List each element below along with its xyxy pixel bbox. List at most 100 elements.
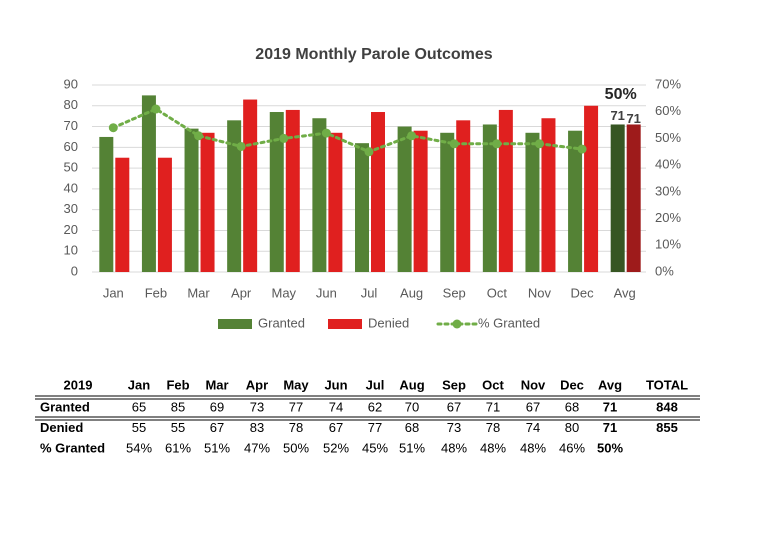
table-cell: 67 bbox=[526, 399, 540, 414]
x-tick-label: Avg bbox=[614, 285, 636, 300]
table-cell: 855 bbox=[656, 420, 678, 435]
y2-tick-label: 30% bbox=[655, 183, 681, 198]
table-cell: 48% bbox=[480, 440, 506, 455]
table-cell: 51% bbox=[204, 440, 230, 455]
bar bbox=[227, 120, 242, 272]
bar bbox=[568, 130, 583, 272]
x-tick-label: Jan bbox=[103, 285, 124, 300]
table-cell: 67 bbox=[210, 420, 224, 435]
table-cell: 50% bbox=[283, 440, 309, 455]
line-marker bbox=[236, 141, 246, 151]
table-cell: 50% bbox=[597, 440, 623, 455]
table-cell: 80 bbox=[565, 420, 579, 435]
bar bbox=[200, 132, 215, 272]
y-tick-label: 20 bbox=[64, 222, 78, 237]
bar bbox=[328, 132, 343, 272]
x-tick-label: Jul bbox=[361, 285, 378, 300]
table-header: 2019 bbox=[64, 377, 93, 392]
bar bbox=[610, 124, 625, 272]
table-cell: 78 bbox=[289, 420, 303, 435]
table-header: Jun bbox=[324, 377, 347, 392]
y-tick-label: 50 bbox=[64, 160, 78, 175]
line-marker bbox=[492, 139, 502, 149]
table-cell: 71 bbox=[603, 399, 617, 414]
line-marker bbox=[151, 104, 161, 114]
table-header: Sep bbox=[442, 377, 466, 392]
table-header: Aug bbox=[399, 377, 424, 392]
table-cell: 848 bbox=[656, 399, 678, 414]
bar bbox=[440, 132, 455, 272]
line-marker bbox=[534, 139, 544, 149]
bar bbox=[243, 99, 258, 273]
data-label: 71 bbox=[626, 111, 640, 126]
table-header: Mar bbox=[205, 377, 228, 392]
legend-label: % Granted bbox=[478, 315, 540, 330]
bar bbox=[371, 112, 385, 272]
table-cell: 85 bbox=[171, 399, 185, 414]
table-header: Dec bbox=[560, 377, 584, 392]
y2-tick-label: 20% bbox=[655, 210, 681, 225]
y2-tick-label: 40% bbox=[655, 157, 681, 172]
bar bbox=[184, 128, 199, 272]
table-cell: 65 bbox=[132, 399, 146, 414]
y2-tick-label: 60% bbox=[655, 103, 681, 118]
bar bbox=[99, 136, 114, 272]
table-cell: 74 bbox=[526, 420, 540, 435]
bar bbox=[413, 130, 428, 272]
table-cell: 78 bbox=[486, 420, 500, 435]
row-label: Denied bbox=[40, 420, 83, 435]
row-label: Granted bbox=[40, 399, 90, 414]
x-tick-label: Sep bbox=[443, 285, 466, 300]
table-header: TOTAL bbox=[646, 377, 688, 392]
row-label: % Granted bbox=[40, 440, 105, 455]
table-header: Oct bbox=[482, 377, 504, 392]
y-tick-label: 40 bbox=[64, 180, 78, 195]
x-tick-label: Feb bbox=[145, 285, 167, 300]
table-cell: 52% bbox=[323, 440, 349, 455]
bar bbox=[498, 109, 513, 272]
bar bbox=[456, 120, 471, 272]
table-cell: 55 bbox=[171, 420, 185, 435]
table-cell: 77 bbox=[289, 399, 303, 414]
x-tick-label: Mar bbox=[187, 285, 210, 300]
table-cell: 48% bbox=[520, 440, 546, 455]
table-cell: 83 bbox=[250, 420, 264, 435]
table-cell: 74 bbox=[329, 399, 343, 414]
line-marker bbox=[577, 144, 587, 154]
table-cell: 46% bbox=[559, 440, 585, 455]
legend-label: Denied bbox=[368, 315, 409, 330]
y-tick-label: 0 bbox=[71, 263, 78, 278]
bar bbox=[141, 95, 156, 272]
table-header: Avg bbox=[598, 377, 622, 392]
line-marker bbox=[279, 133, 289, 143]
table-cell: 73 bbox=[250, 399, 264, 414]
x-tick-label: Jun bbox=[316, 285, 337, 300]
line-marker bbox=[194, 131, 204, 141]
table-cell: 67 bbox=[329, 420, 343, 435]
table-cell: 70 bbox=[405, 399, 419, 414]
table-cell: 68 bbox=[405, 420, 419, 435]
line-marker bbox=[449, 139, 459, 149]
table-cell: 51% bbox=[399, 440, 425, 455]
line bbox=[111, 107, 584, 154]
bar bbox=[355, 143, 369, 272]
line-marker bbox=[321, 128, 331, 138]
y2-tick-label: 70% bbox=[655, 76, 681, 91]
x-tick-label: Apr bbox=[231, 285, 252, 300]
legend-swatch bbox=[328, 319, 362, 329]
table-header: Nov bbox=[521, 377, 546, 392]
table-cell: 71 bbox=[603, 420, 617, 435]
x-tick-label: Oct bbox=[487, 285, 508, 300]
legend-swatch bbox=[452, 319, 462, 329]
bar bbox=[584, 105, 599, 273]
bar bbox=[115, 157, 130, 272]
table-cell: 69 bbox=[210, 399, 224, 414]
bar bbox=[285, 109, 300, 272]
legend-swatch bbox=[218, 319, 252, 329]
line-marker bbox=[407, 131, 417, 141]
bar bbox=[397, 126, 412, 272]
bar bbox=[626, 124, 641, 272]
table-header: Feb bbox=[166, 377, 189, 392]
